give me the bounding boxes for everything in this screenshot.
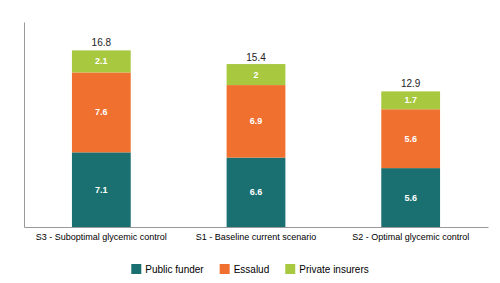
x-tick-label: S2 - Optimal glycemic control [352,232,469,242]
data-label: 2 [253,70,258,80]
data-label: 5.6 [404,193,417,203]
data-label: 6.9 [250,116,263,126]
data-label: 1.7 [404,95,417,105]
totals: 16.8 15.4 12.9 [92,37,421,89]
x-axis: S3 - Suboptimal glycemic control S1 - Bas… [25,227,489,242]
bars [72,50,440,227]
legend-swatch [131,264,141,274]
bar-segment [381,168,440,227]
bar-segment [72,50,131,72]
bar-segment [227,64,286,85]
x-tick: S1 - Baseline current scenario [196,227,317,242]
data-label: 2.1 [95,56,108,66]
legend-item: Private insurers [285,264,368,275]
total-label: 16.8 [92,37,112,48]
legend-label: Private insurers [299,264,368,275]
bar-segment [227,158,286,227]
legend-swatch [220,264,230,274]
legend-label: Public funder [145,264,204,275]
x-tick: S2 - Optimal glycemic control [352,227,469,242]
data-label: 6.6 [250,187,263,197]
bar-segment [381,109,440,168]
legend: Public funder Essalud Private insurers [131,264,368,275]
legend-item: Public funder [131,264,204,275]
y-axis-line [24,23,25,228]
data-label: 7.6 [95,107,108,117]
total-label: 15.4 [246,52,266,63]
data-labels: 7.1 6.6 5.6 7.6 6.9 5.6 2.1 2 1.7 [95,56,417,202]
chart: S3 - Suboptimal glycemic control S1 - Bas… [0,0,500,283]
bar-segment [72,152,131,227]
x-tick-label: S3 - Suboptimal glycemic control [36,232,167,242]
total-label: 12.9 [401,78,421,89]
data-label: 5.6 [404,134,417,144]
x-tick: S3 - Suboptimal glycemic control [36,227,167,242]
bar-segment [227,85,286,158]
legend-item: Essalud [220,264,270,275]
bar-segment [72,72,131,152]
x-tick-label: S1 - Baseline current scenario [196,232,317,242]
x-axis-line [25,227,489,228]
bar-segment [381,91,440,109]
y-axis [24,23,25,228]
legend-label: Essalud [234,264,270,275]
legend-swatch [285,264,295,274]
data-label: 7.1 [95,185,108,195]
